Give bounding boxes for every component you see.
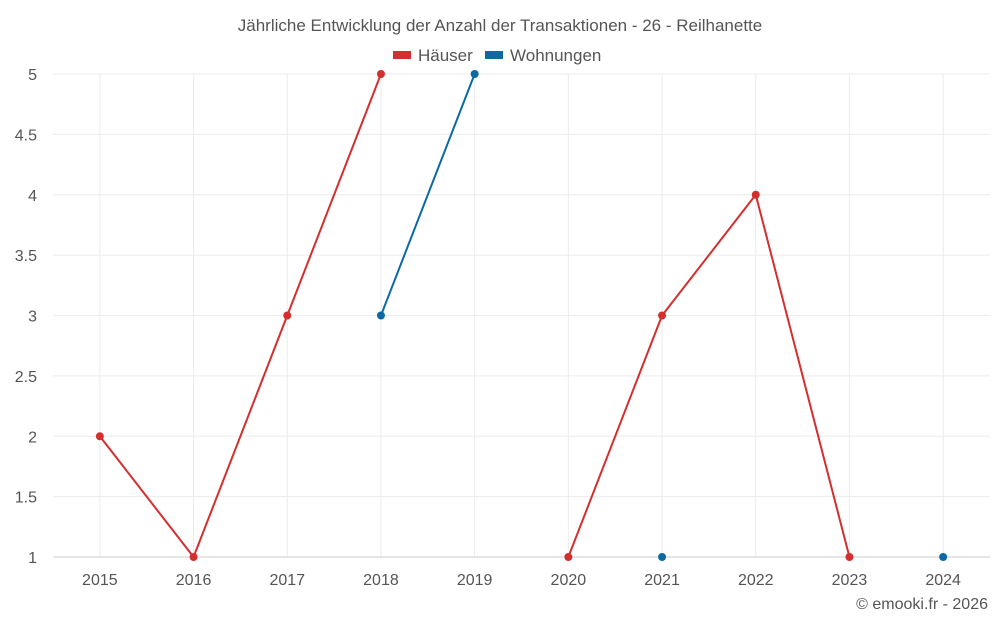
data-point[interactable] [751,190,760,199]
series-line-segment [98,435,195,558]
legend: Häuser Wohnungen [393,46,601,65]
y-tick-label: 3 [28,309,37,326]
y-tick-label: 1 [28,550,37,567]
legend-swatch-apartments [485,51,503,59]
series-line-segment [379,73,476,317]
grid [53,73,990,558]
y-tick-label: 4.5 [15,127,37,144]
x-tick-label: 2015 [82,572,118,589]
axes: 1 1.5 2 2.5 3 3.5 4 4.5 5 2015 2016 2017 2018 2019 202… [15,67,990,589]
x-tick-label: 2016 [176,572,212,589]
data-point[interactable] [189,553,198,561]
data-point[interactable] [283,311,292,320]
series-line-segment [567,314,664,558]
series [95,70,948,561]
legend-item-houses[interactable]: Häuser [393,46,473,65]
data-point[interactable] [939,553,948,561]
chart-title: Jährliche Entwicklung der Anzahl der Tra… [238,16,762,35]
y-tick-label: 3.5 [15,248,37,265]
x-tick-label: 2023 [832,572,868,589]
series-apartments [376,70,948,561]
data-point[interactable] [95,432,104,441]
data-point[interactable] [376,311,385,320]
data-point[interactable] [470,70,479,78]
legend-label-houses: Häuser [418,46,473,65]
data-point[interactable] [564,553,573,561]
data-point[interactable] [658,311,667,320]
x-tick-label: 2020 [551,572,587,589]
y-tick-label: 4 [28,188,37,205]
x-tick-label: 2021 [644,572,680,589]
series-line-segment [286,73,382,317]
data-point[interactable] [376,70,385,78]
y-tick-label: 2.5 [15,369,37,386]
x-tick-label: 2024 [925,572,961,589]
x-tick-label: 2018 [363,572,399,589]
credit-text: © emooki.fr - 2026 [856,596,988,613]
x-tick-label: 2022 [738,572,774,589]
y-tick-label: 5 [28,67,37,84]
y-tick-label: 1.5 [15,490,37,507]
legend-label-apartments: Wohnungen [510,46,601,65]
x-tick-label: 2017 [269,572,305,589]
series-line-segment [192,314,289,558]
legend-swatch-houses [393,51,411,59]
series-line-segment [661,193,757,317]
y-tick-label: 2 [28,429,37,446]
legend-item-apartments[interactable]: Wohnungen [485,46,601,65]
series-houses [95,70,854,561]
x-tick-label: 2019 [457,572,493,589]
series-line-segment [754,193,851,558]
data-point[interactable] [845,553,854,561]
data-point[interactable] [658,553,667,561]
